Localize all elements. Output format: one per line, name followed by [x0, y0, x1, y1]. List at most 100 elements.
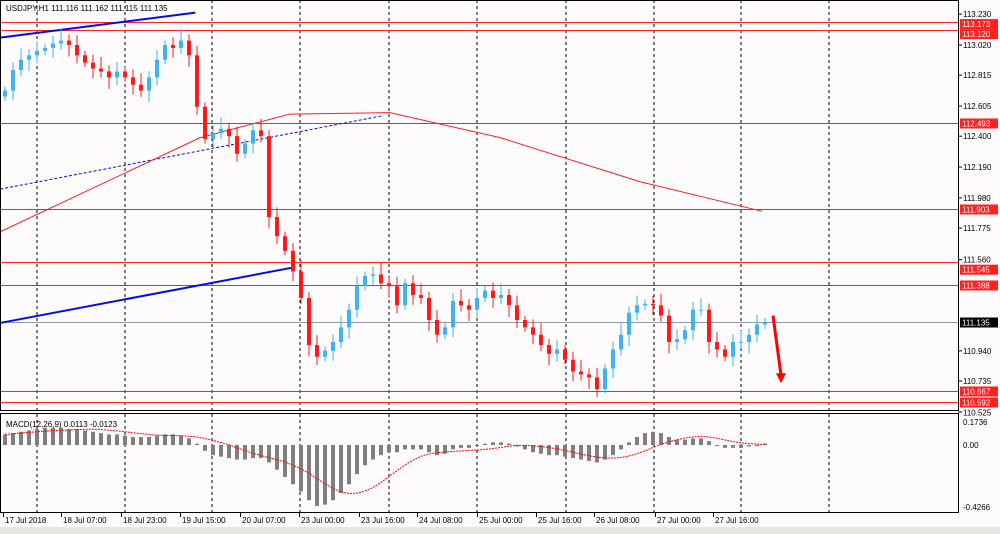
macd-bar — [547, 445, 551, 456]
candle-body — [371, 274, 375, 276]
candle-body — [723, 349, 727, 357]
price-level-label: 111.903 — [962, 206, 990, 215]
candle-body — [523, 320, 527, 328]
macd-bar — [499, 442, 503, 445]
candle-body — [203, 106, 207, 140]
candle-body — [75, 45, 79, 56]
candle-body — [683, 330, 687, 340]
candle-body — [403, 283, 407, 306]
x-tick-label: 24 Jul 08:00 — [419, 516, 463, 525]
y-tick-label: 110.940 — [963, 347, 992, 356]
candle-body — [267, 136, 271, 218]
candle-body — [395, 286, 399, 306]
macd-bar — [579, 445, 583, 460]
macd-bar — [11, 433, 15, 445]
macd-bar — [131, 437, 135, 445]
macd-bar — [371, 445, 375, 460]
macd-bar — [331, 445, 335, 501]
chart-title: USDJPY,H1 111.116 111.162 111.115 111.13… — [6, 4, 168, 13]
candle-body — [259, 130, 263, 137]
macd-bar — [667, 437, 671, 445]
macd-bar — [315, 445, 319, 507]
x-tick-label: 23 Jul 16:00 — [361, 516, 405, 525]
macd-bar — [611, 445, 615, 456]
price-level-badge — [960, 204, 998, 215]
candle-body — [163, 45, 167, 60]
candles — [3, 29, 767, 398]
candle-body — [515, 305, 519, 320]
candle-body — [635, 305, 639, 313]
candle-body — [411, 283, 415, 295]
y-tick-label: 110.525 — [963, 409, 992, 418]
macd-bar — [475, 445, 479, 446]
y-tick-label: 111.980 — [963, 194, 991, 203]
candle-body — [755, 324, 759, 335]
macd-bar — [83, 430, 87, 445]
macd-bar — [539, 445, 543, 454]
candle-body — [419, 295, 423, 298]
trendline — [0, 11, 196, 39]
x-tick-label: 18 Jul 23:00 — [123, 516, 167, 525]
candle-body — [731, 342, 735, 357]
candle-body — [171, 45, 175, 48]
macd-bar — [259, 445, 263, 459]
macd-bar — [267, 445, 271, 463]
candle-body — [187, 40, 191, 56]
macd-tick-label: 0.00 — [963, 441, 979, 450]
macd-bar — [675, 439, 679, 445]
x-tick-label: 20 Jul 07:00 — [242, 516, 286, 525]
candle-body — [243, 143, 247, 154]
y-tick-label: 111.560 — [963, 256, 991, 265]
candle-body — [211, 133, 215, 140]
macd-bar — [219, 445, 223, 457]
candle-body — [59, 40, 63, 44]
macd-bar — [531, 445, 535, 453]
x-tick-label: 17 Jul 2018 — [5, 516, 47, 525]
x-tick-label: 27 Jul 00:00 — [657, 516, 701, 525]
macd-bar — [651, 431, 655, 445]
macd-bar — [723, 445, 727, 448]
candle-body — [283, 236, 287, 251]
candle-body — [435, 320, 439, 335]
candle-body — [555, 349, 559, 354]
x-tick-label: 26 Jul 08:00 — [596, 516, 640, 525]
candle-body — [467, 305, 471, 310]
macd-bar — [427, 445, 431, 453]
macd-signal-line — [4, 428, 766, 494]
macd-bar — [275, 445, 279, 470]
candle-body — [483, 290, 487, 298]
y-tick-label: 112.605 — [963, 102, 992, 111]
candle-body — [307, 297, 311, 345]
macd-bar — [195, 443, 199, 445]
price-level-label: 112.493 — [962, 120, 991, 129]
macd-bar — [307, 445, 311, 501]
macd-bar — [571, 445, 575, 459]
candle-body — [579, 371, 583, 375]
macd-bar — [163, 434, 167, 445]
candle-body — [107, 71, 111, 78]
price-level-badge — [960, 19, 998, 30]
candle-body — [155, 59, 159, 78]
y-tick-label: 113.020 — [963, 41, 992, 50]
candle-body — [315, 345, 319, 357]
y-tick-label: 112.400 — [963, 132, 992, 141]
candle-body — [19, 59, 23, 70]
candle-body — [331, 342, 335, 351]
candle-body — [763, 322, 767, 325]
candle-body — [715, 342, 719, 350]
candle-body — [219, 128, 223, 134]
price-level-badge — [960, 280, 998, 291]
candle-body — [659, 305, 663, 316]
macd-tick-label: 0.1736 — [963, 418, 988, 427]
candle-body — [43, 47, 47, 51]
candle-body — [235, 136, 239, 154]
macd-bar — [603, 445, 607, 460]
candle-body — [347, 309, 351, 328]
macd-bar — [443, 445, 447, 454]
macd-bar — [299, 445, 303, 492]
macd-bar — [715, 445, 719, 446]
trendlines — [0, 11, 786, 384]
macd-bar — [363, 445, 367, 466]
